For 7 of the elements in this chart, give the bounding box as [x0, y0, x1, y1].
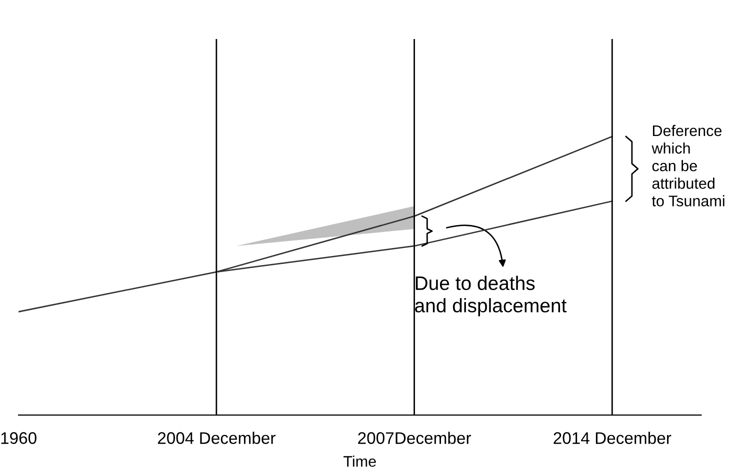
annotation: Deference which can be attributed to Tsunami — [652, 124, 724, 206]
x-tick-label: 2004 December — [158, 432, 276, 444]
annotation: Due to deaths and displacement — [415, 276, 567, 316]
x-tick-label: 2007December — [358, 432, 471, 444]
x-axis-title: Time — [344, 456, 376, 467]
x-tick-label: 2014 December — [554, 432, 672, 444]
x-tick-label: 1960 — [1, 432, 36, 444]
